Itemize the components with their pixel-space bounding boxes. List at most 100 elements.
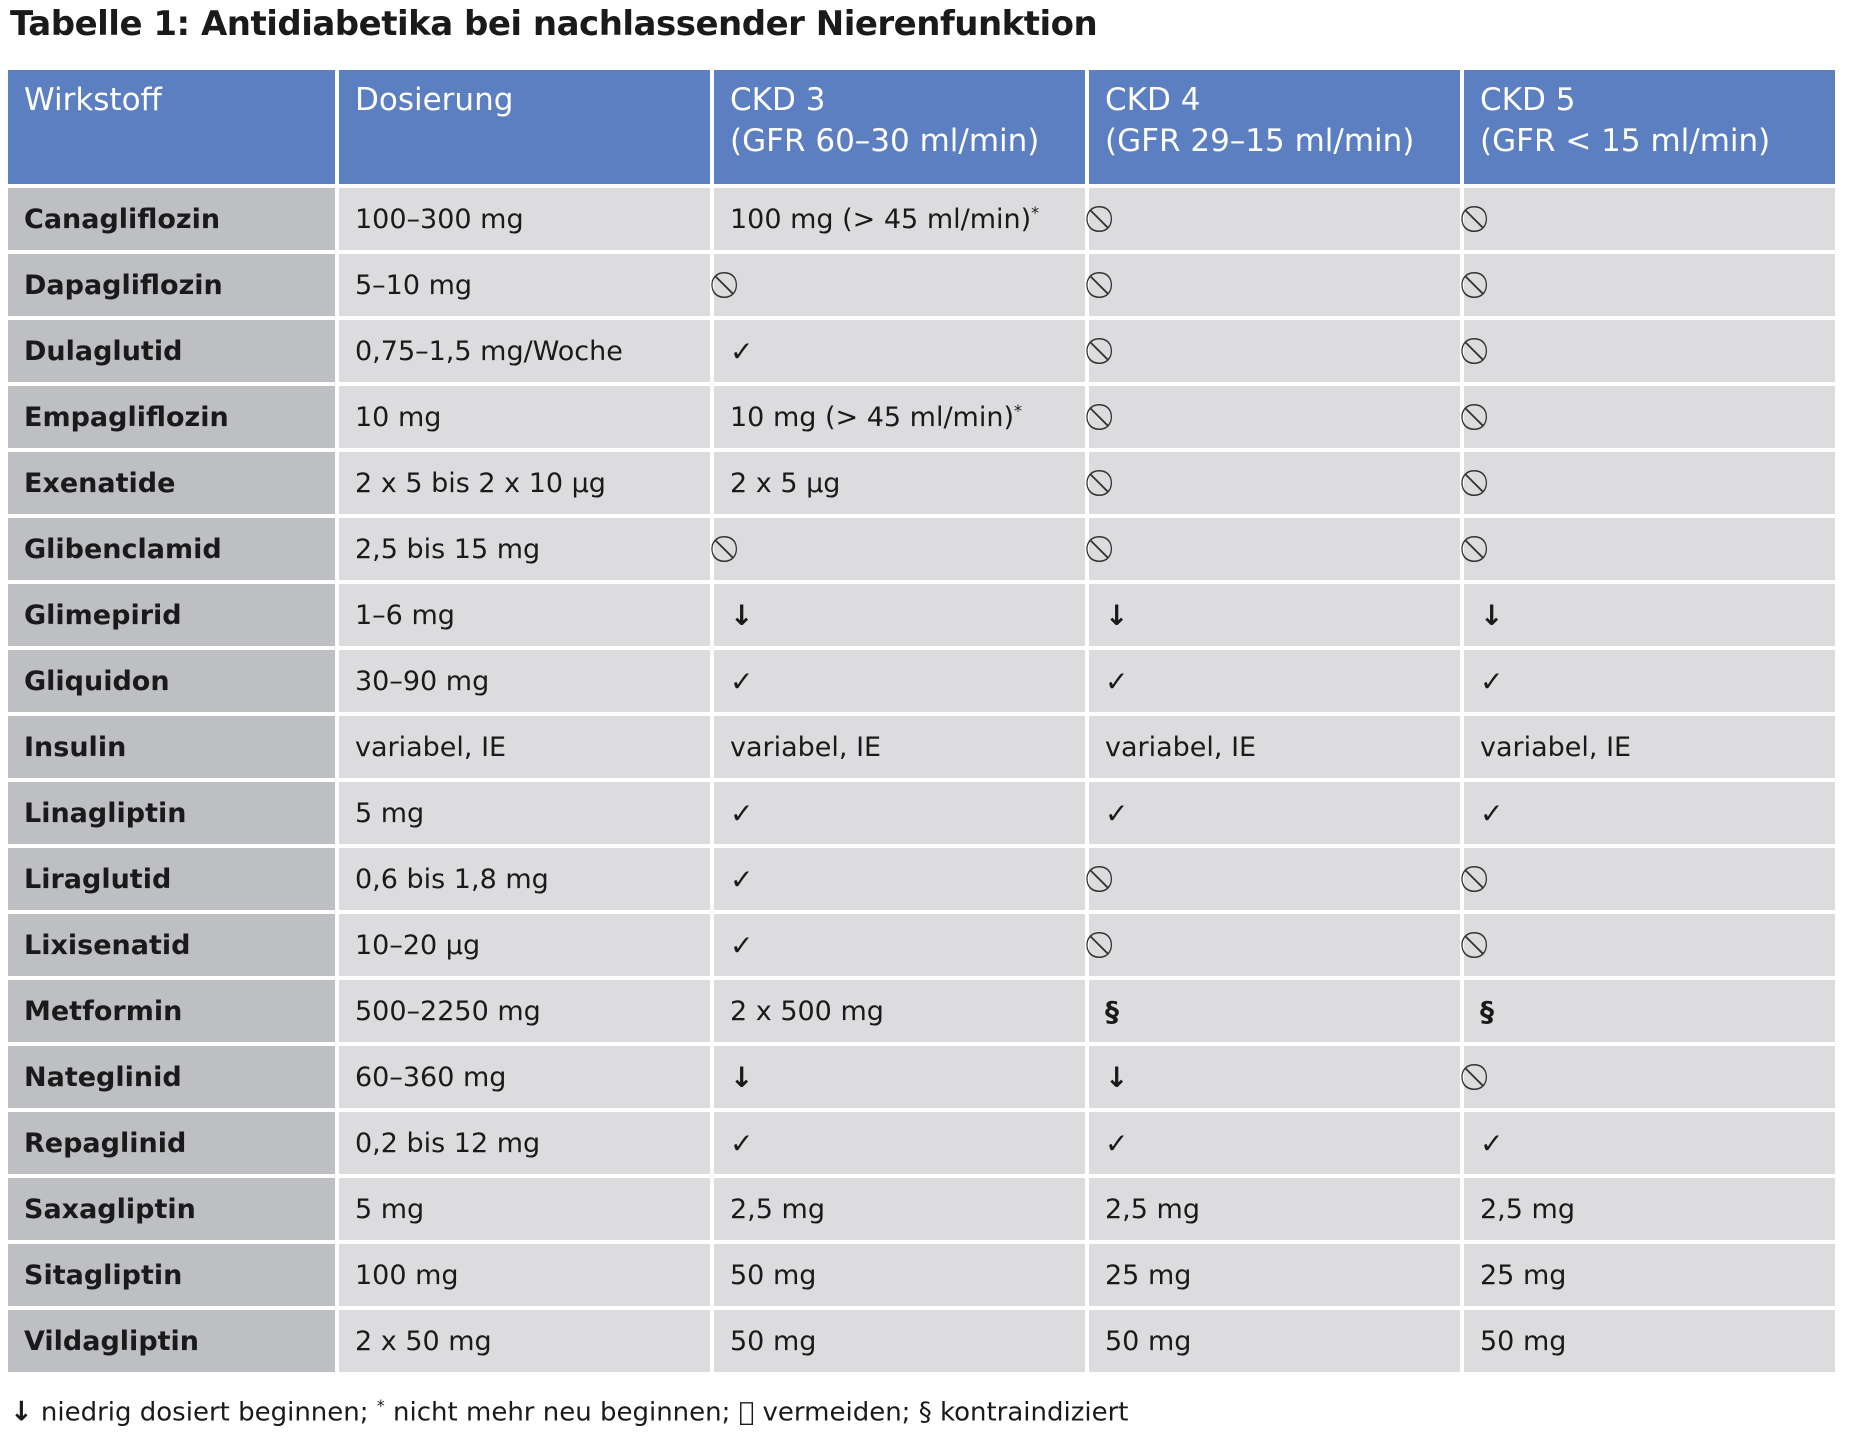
table-cell: 60–360 mg xyxy=(339,1046,710,1108)
cell-text: Repaglinid xyxy=(24,1127,187,1159)
cell-text: 50 mg xyxy=(1480,1325,1567,1357)
cell-text: variabel, IE xyxy=(1480,731,1632,763)
table-cell: 50 mg xyxy=(714,1310,1085,1372)
table-cell: ↓ xyxy=(1464,584,1835,646)
table-cell: ✓ xyxy=(714,320,1085,382)
table-cell: ✓ xyxy=(1089,782,1460,844)
cell-text: 0,2 bis 12 mg xyxy=(355,1127,541,1159)
section-icon: § xyxy=(918,1397,932,1428)
table-cell: ✓ xyxy=(1089,1112,1460,1174)
table-cell: 100 mg xyxy=(339,1244,710,1306)
table-cell: ✓ xyxy=(714,848,1085,910)
check-icon: ✓ xyxy=(1105,796,1129,830)
arrow-down-icon: ↓ xyxy=(10,1396,33,1428)
drug-name-cell: Exenatide xyxy=(8,452,335,514)
cell-text: 25 mg xyxy=(1480,1259,1567,1291)
cell-text: Glimepirid xyxy=(24,599,182,631)
drug-name-cell: Dapagliflozin xyxy=(8,254,335,316)
table-cell: 0,6 bis 1,8 mg xyxy=(339,848,710,910)
table-cell: ⃠ xyxy=(1089,452,1460,514)
table-cell: 1–6 mg xyxy=(339,584,710,646)
section-icon: § xyxy=(1480,994,1494,1028)
table-cell: 100–300 mg xyxy=(339,188,710,250)
table-cell: 0,75–1,5 mg/Woche xyxy=(339,320,710,382)
check-icon: ✓ xyxy=(730,664,754,698)
table-cell: ✓ xyxy=(1089,650,1460,712)
table-cell: ⃠ xyxy=(1464,848,1835,910)
table-row: Linagliptin 5 mg ✓ ✓ ✓ xyxy=(8,782,1835,844)
table-cell: 5–10 mg xyxy=(339,254,710,316)
table-cell: ⃠ xyxy=(1464,1046,1835,1108)
cell-text: variabel, IE xyxy=(1105,731,1257,763)
check-icon: ✓ xyxy=(730,796,754,830)
table-cell: ✓ xyxy=(714,1112,1085,1174)
table-row: Liraglutid 0,6 bis 1,8 mg ✓⃠⃠ xyxy=(8,848,1835,910)
table-cell: ⃠ xyxy=(1464,320,1835,382)
cell-text: 2 x 500 mg xyxy=(730,995,884,1027)
table-cell: ✓ xyxy=(1464,650,1835,712)
cell-text: 100–300 mg xyxy=(355,203,524,235)
table-cell: ⃠ xyxy=(1089,848,1460,910)
check-icon: ✓ xyxy=(730,1126,754,1160)
cell-text: Gliquidon xyxy=(24,665,170,697)
table-cell: 100 mg (> 45 ml/min)* xyxy=(714,188,1085,250)
table-cell: ✓ xyxy=(714,650,1085,712)
table-cell: 2 x 5 bis 2 x 10 µg xyxy=(339,452,710,514)
table-cell: ⃠ xyxy=(1089,254,1460,316)
cell-text: Exenatide xyxy=(24,467,176,499)
drug-name-cell: Lixisenatid xyxy=(8,914,335,976)
cell-text: 50 mg xyxy=(730,1325,817,1357)
cell-text: 100 mg xyxy=(355,1259,459,1291)
table-cell: ⃠ xyxy=(1089,320,1460,382)
drug-name-cell: Liraglutid xyxy=(8,848,335,910)
table-cell: ⃠ xyxy=(1464,518,1835,580)
table-cell: 500–2250 mg xyxy=(339,980,710,1042)
table-row: Insulin variabel, IE variabel, IE variabel,… xyxy=(8,716,1835,778)
cell-text: 2 x 5 bis 2 x 10 µg xyxy=(355,467,606,499)
cell-text: Liraglutid xyxy=(24,863,172,895)
table-row: Dulaglutid 0,75–1,5 mg/Woche ✓⃠⃠ xyxy=(8,320,1835,382)
table-row: Exenatide 2 x 5 bis 2 x 10 µg 2 x 5 µg⃠⃠ xyxy=(8,452,1835,514)
cell-text: 2,5 bis 15 mg xyxy=(355,533,541,565)
drug-name-cell: Canagliflozin xyxy=(8,188,335,250)
table-cell: ⃠ xyxy=(1464,188,1835,250)
table-cell: ⃠ xyxy=(1089,914,1460,976)
cell-text: 2 x 5 µg xyxy=(730,467,841,499)
check-icon: ✓ xyxy=(1480,796,1504,830)
table-cell: ↓ xyxy=(1089,584,1460,646)
arrow-down-icon: ↓ xyxy=(730,1060,754,1094)
table-cell: 2,5 mg xyxy=(1089,1178,1460,1240)
check-icon: ✓ xyxy=(1480,664,1504,698)
table-cell: § xyxy=(1089,980,1460,1042)
drug-name-cell: Insulin xyxy=(8,716,335,778)
table-cell: ⃠ xyxy=(1089,518,1460,580)
table-row: Canagliflozin 100–300 mg 100 mg (> 45 ml/m… xyxy=(8,188,1835,250)
table-row: Glibenclamid 2,5 bis 15 mg⃠⃠⃠ xyxy=(8,518,1835,580)
cell-text: variabel, IE xyxy=(730,731,882,763)
table-cell: ↓ xyxy=(714,1046,1085,1108)
cell-text: Metformin xyxy=(24,995,183,1027)
table-cell: 2,5 mg xyxy=(714,1178,1085,1240)
table-cell: 2 x 500 mg xyxy=(714,980,1085,1042)
table-cell: 10 mg (> 45 ml/min)* xyxy=(714,386,1085,448)
arrow-down-icon: ↓ xyxy=(1480,598,1504,632)
drug-name-cell: Linagliptin xyxy=(8,782,335,844)
cell-text: 1–6 mg xyxy=(355,599,455,631)
table-row: Empagliflozin 10 mg 10 mg (> 45 ml/min)*⃠⃠ xyxy=(8,386,1835,448)
table-cell: 5 mg xyxy=(339,1178,710,1240)
table-cell: ↓ xyxy=(1089,1046,1460,1108)
table-cell: variabel, IE xyxy=(714,716,1085,778)
check-icon: ✓ xyxy=(1105,1126,1129,1160)
header-ckd4: CKD 4 (GFR 29–15 ml/min) xyxy=(1089,70,1460,184)
cell-text: 2,5 mg xyxy=(1105,1193,1200,1225)
cell-text: Insulin xyxy=(24,731,127,763)
cell-text: Linagliptin xyxy=(24,797,187,829)
table-cell: ✓ xyxy=(1464,782,1835,844)
drug-name-cell: Glimepirid xyxy=(8,584,335,646)
table-cell: 2,5 bis 15 mg xyxy=(339,518,710,580)
header-ckd5: CKD 5 (GFR < 15 ml/min) xyxy=(1464,70,1835,184)
cell-text: Glibenclamid xyxy=(24,533,222,565)
table-cell: 5 mg xyxy=(339,782,710,844)
table-cell: 25 mg xyxy=(1464,1244,1835,1306)
drug-name-cell: Gliquidon xyxy=(8,650,335,712)
